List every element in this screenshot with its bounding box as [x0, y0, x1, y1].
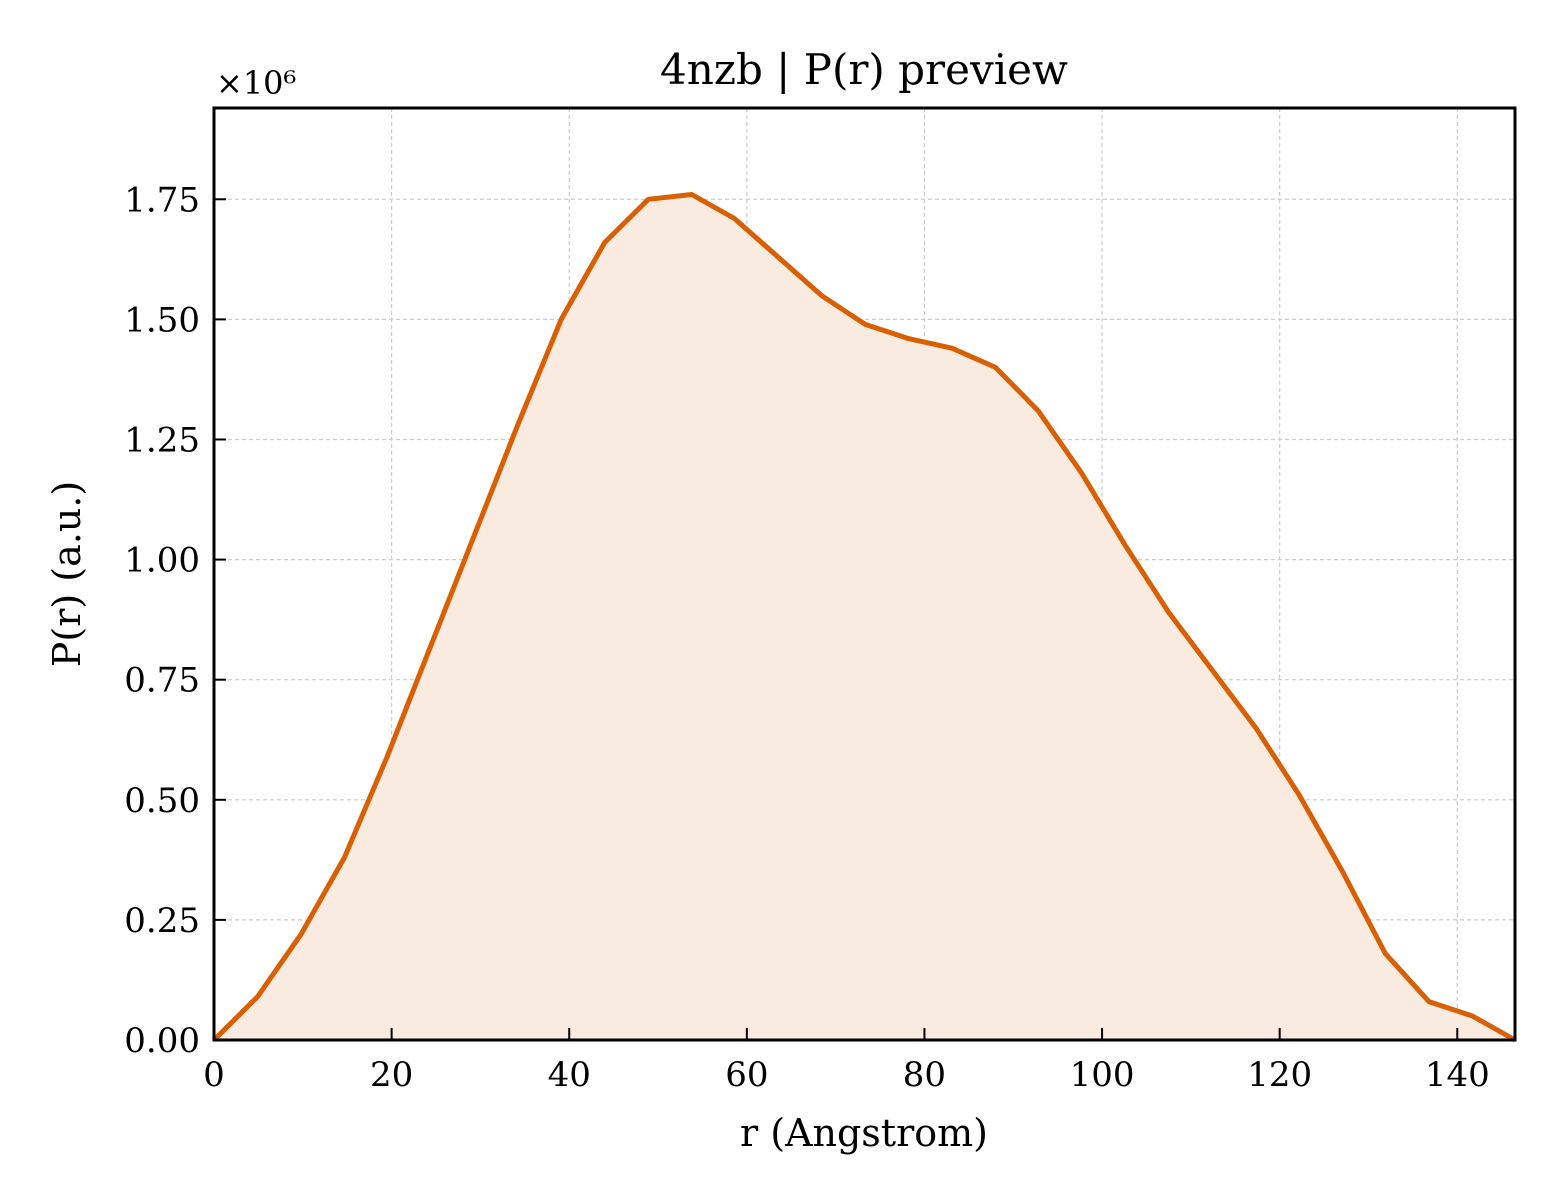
x-axis-label: r (Angstrom) — [740, 1111, 988, 1155]
chart-title: 4nzb | P(r) preview — [660, 45, 1068, 94]
pr-area-fill — [214, 194, 1515, 1040]
y-tick-label: 1.25 — [124, 420, 200, 460]
tick-labels: 0 20 40 60 80 100 120 140 0.00 0.25 0.50 0.75 1.00 1.… — [124, 180, 1489, 1095]
x-tick-label: 100 — [1070, 1055, 1135, 1095]
y-tick-label: 0.75 — [124, 661, 200, 701]
y-tick-label: 0.50 — [124, 781, 200, 821]
x-tick-label: 20 — [370, 1055, 413, 1095]
x-tick-label: 60 — [725, 1055, 768, 1095]
data-layer — [212, 192, 1517, 1043]
y-tick-label: 1.50 — [124, 300, 200, 340]
y-axis-label: P(r) (a.u.) — [45, 481, 89, 667]
y-tick-label: 1.00 — [124, 541, 200, 581]
y-axis-multiplier: ×10⁶ — [216, 64, 296, 102]
pr-series-line — [212, 192, 1517, 1043]
x-tick-label: 40 — [548, 1055, 591, 1095]
x-tick-label: 0 — [203, 1055, 225, 1095]
plot-frame — [212, 106, 1517, 1042]
y-tick-label: 0.25 — [124, 901, 200, 941]
x-tick-label: 120 — [1247, 1055, 1312, 1095]
y-tick-label: 1.75 — [124, 180, 200, 220]
x-tick-label: 80 — [903, 1055, 946, 1095]
y-tick-label: 0.00 — [124, 1021, 200, 1061]
x-tick-label: 140 — [1425, 1055, 1490, 1095]
